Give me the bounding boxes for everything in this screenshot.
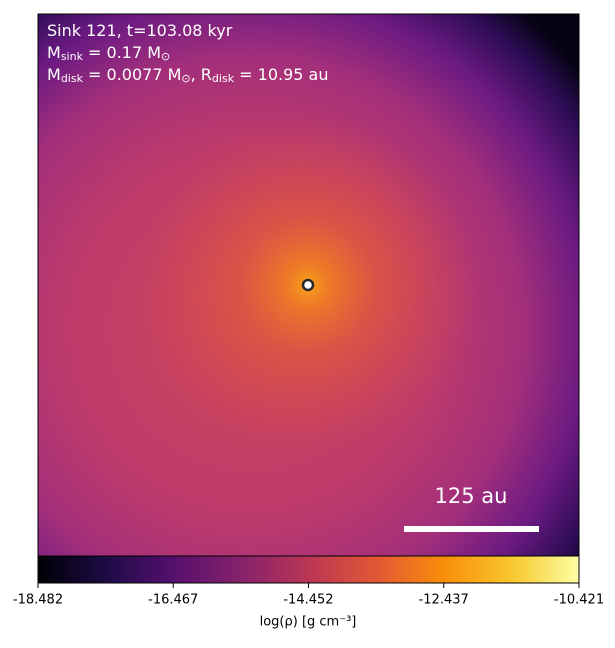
annotation-subscript: ⊙ [181,72,190,85]
colorbar [37,555,580,584]
annotation-subscript: disk [212,72,235,85]
colorbar-tick-label: -18.482 [13,593,63,608]
annotation-text: = 10.95 au [234,65,328,84]
annotation: Msink = 0.17 M⊙ [47,43,170,64]
annotation-text: , R [191,65,212,84]
annotation-text: Sink 121, t=103.08 kyr [47,21,233,40]
colorbar-axis: -18.482 -16.467 -14.452 -12.437 -10.421 [13,583,604,608]
colorbar-tick-label: -10.421 [554,593,604,608]
sink-marker [301,278,315,292]
colorbar-label: log(ρ) [g cm⁻³] [260,615,357,630]
annotation-text: M [47,65,61,84]
colorbar-tick-label: -14.452 [283,593,333,608]
annotation-text: M [47,43,61,62]
annotation: Sink 121, t=103.08 kyr [47,21,233,40]
annotation-text: = 0.0077 M [83,65,181,84]
scale-bar-label: 125 au [435,484,508,508]
colorbar-tick-label: -12.437 [419,593,469,608]
annotation-subscript: sink [61,50,84,63]
colorbar-tick-label: -16.467 [148,593,198,608]
annotation: Mdisk = 0.0077 M⊙, Rdisk = 10.95 au [47,65,328,86]
annotation-text: = 0.17 M [83,43,161,62]
annotation-subscript: ⊙ [161,50,170,63]
annotation-subscript: disk [61,72,84,85]
